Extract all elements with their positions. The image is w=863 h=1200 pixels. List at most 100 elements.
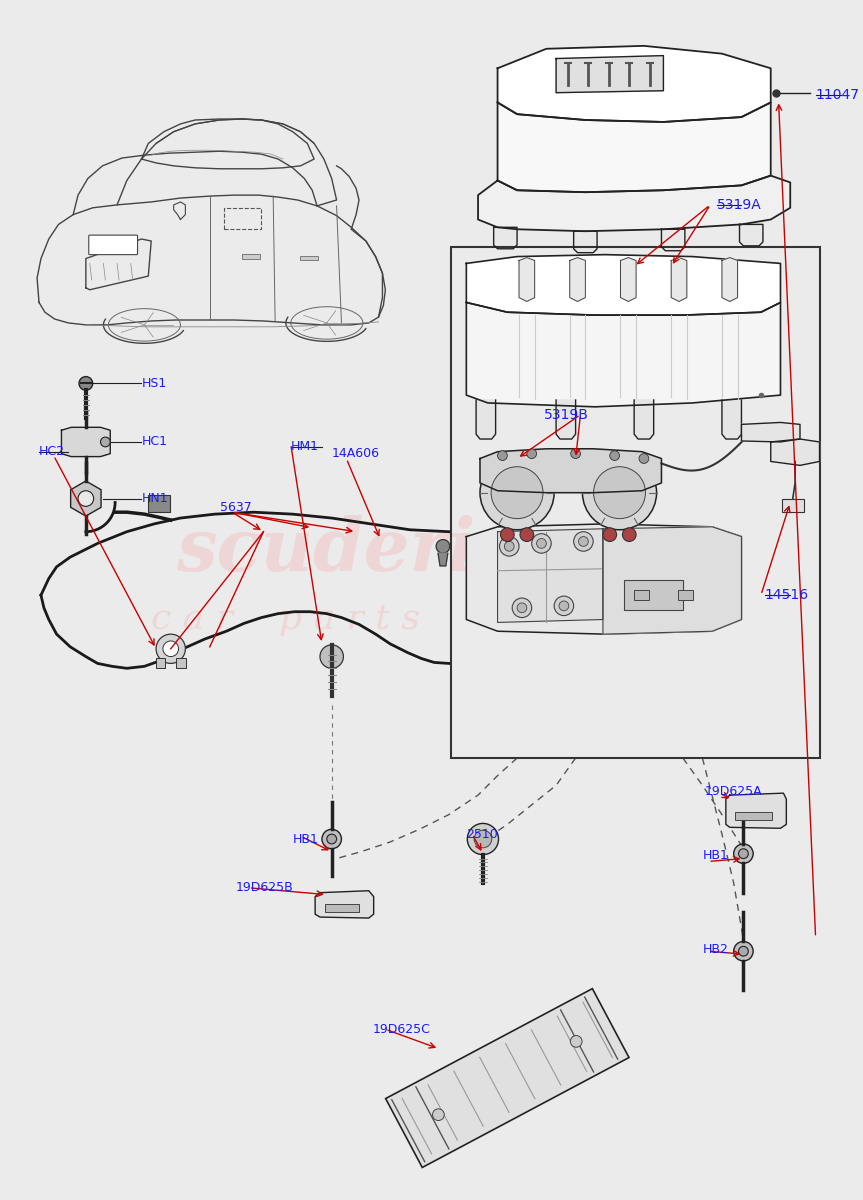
Text: 5637: 5637	[219, 500, 251, 514]
Bar	[734, 811, 772, 820]
Text: c a r    p a r t s: c a r p a r t s	[151, 602, 420, 636]
Circle shape	[559, 601, 569, 611]
Circle shape	[583, 456, 657, 529]
Circle shape	[480, 456, 554, 529]
Polygon shape	[466, 302, 780, 407]
Bar	[242, 253, 260, 258]
Polygon shape	[603, 527, 741, 634]
Polygon shape	[466, 524, 741, 634]
Circle shape	[500, 536, 519, 556]
Polygon shape	[556, 400, 576, 439]
Text: scuderia: scuderia	[175, 515, 522, 586]
Text: 11047: 11047	[816, 88, 860, 102]
Circle shape	[574, 532, 593, 551]
Circle shape	[474, 830, 492, 848]
Polygon shape	[476, 400, 495, 439]
Bar	[450, 247, 820, 758]
FancyBboxPatch shape	[89, 235, 137, 254]
Polygon shape	[556, 55, 664, 92]
Polygon shape	[519, 258, 535, 301]
Bar	[634, 590, 649, 600]
Circle shape	[513, 598, 532, 618]
Bar	[625, 581, 683, 610]
Circle shape	[603, 528, 616, 541]
Polygon shape	[634, 400, 653, 439]
Polygon shape	[71, 481, 101, 516]
Circle shape	[610, 451, 620, 461]
Polygon shape	[570, 258, 585, 301]
Bar	[176, 658, 186, 668]
Circle shape	[570, 1036, 582, 1048]
Circle shape	[639, 454, 649, 463]
Polygon shape	[771, 439, 820, 466]
Text: HN1: HN1	[142, 492, 168, 505]
Polygon shape	[661, 229, 685, 251]
Bar	[148, 494, 170, 512]
Text: 19D625A: 19D625A	[704, 785, 762, 798]
Circle shape	[504, 541, 514, 551]
Text: HB2: HB2	[702, 943, 728, 955]
Circle shape	[734, 844, 753, 864]
Circle shape	[163, 641, 179, 656]
Circle shape	[432, 1109, 444, 1121]
Polygon shape	[726, 793, 786, 828]
Circle shape	[594, 467, 646, 518]
Text: 19D625C: 19D625C	[373, 1022, 431, 1036]
Text: 14516: 14516	[765, 588, 809, 602]
Circle shape	[79, 377, 92, 390]
Polygon shape	[466, 254, 780, 316]
Circle shape	[468, 823, 499, 854]
Circle shape	[570, 449, 581, 458]
Polygon shape	[315, 890, 374, 918]
Circle shape	[78, 491, 94, 506]
Text: 19D625B: 19D625B	[236, 881, 293, 894]
Bar	[224, 208, 261, 229]
Bar	[324, 905, 359, 912]
Text: HC1: HC1	[142, 436, 167, 449]
Polygon shape	[494, 227, 517, 248]
Circle shape	[517, 602, 526, 613]
Circle shape	[537, 539, 546, 548]
Polygon shape	[741, 422, 800, 442]
Polygon shape	[61, 427, 110, 456]
Circle shape	[622, 528, 636, 541]
Text: 14A606: 14A606	[331, 448, 380, 460]
Polygon shape	[478, 175, 791, 232]
Polygon shape	[620, 258, 636, 301]
Circle shape	[532, 534, 551, 553]
Text: 5319B: 5319B	[545, 408, 589, 421]
Bar	[783, 498, 804, 512]
Bar	[300, 256, 318, 260]
Polygon shape	[722, 400, 741, 439]
Text: 2510: 2510	[466, 828, 498, 841]
Circle shape	[327, 834, 337, 844]
Circle shape	[739, 947, 748, 956]
Text: 5319A: 5319A	[717, 198, 762, 212]
Bar	[155, 658, 166, 668]
Circle shape	[734, 942, 753, 961]
Circle shape	[156, 634, 186, 664]
Text: HB1: HB1	[293, 833, 318, 846]
Text: HC2: HC2	[39, 445, 65, 458]
Circle shape	[491, 467, 543, 518]
Polygon shape	[574, 232, 597, 253]
Polygon shape	[386, 989, 629, 1168]
Circle shape	[520, 528, 533, 541]
Polygon shape	[740, 224, 763, 246]
Circle shape	[100, 437, 110, 446]
Polygon shape	[498, 529, 603, 623]
Polygon shape	[671, 258, 687, 301]
Circle shape	[578, 536, 589, 546]
Text: HB1: HB1	[702, 850, 728, 862]
Polygon shape	[498, 46, 771, 122]
Circle shape	[554, 596, 574, 616]
Polygon shape	[722, 258, 738, 301]
Polygon shape	[498, 102, 771, 192]
Text: HS1: HS1	[142, 377, 167, 390]
Circle shape	[501, 528, 514, 541]
Circle shape	[498, 451, 507, 461]
Bar	[678, 590, 693, 600]
Polygon shape	[480, 449, 661, 493]
Text: HM1: HM1	[291, 440, 318, 454]
Circle shape	[526, 449, 537, 458]
